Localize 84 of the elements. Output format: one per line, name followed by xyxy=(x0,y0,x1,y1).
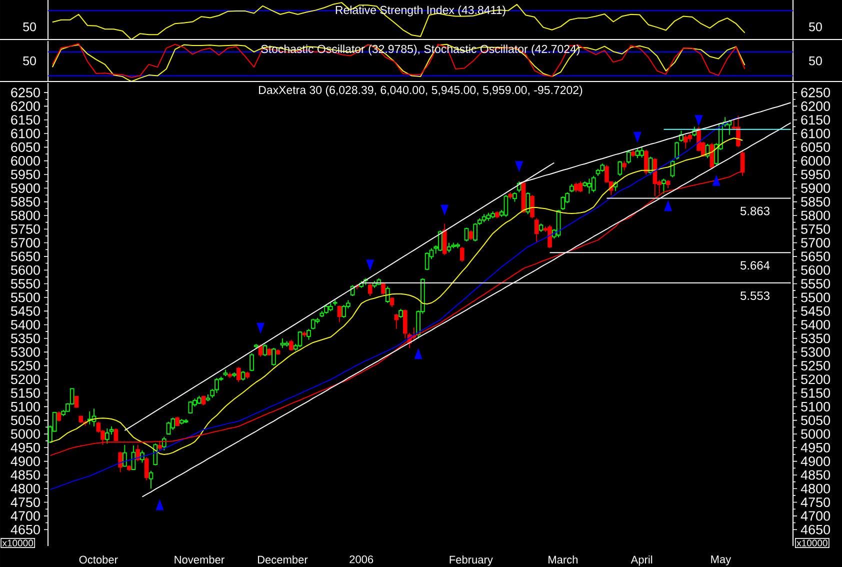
x-tick-label: February xyxy=(450,556,493,566)
y-tick-label: 4700 xyxy=(10,511,40,521)
x-tick-label: 2006 xyxy=(350,556,374,564)
y2-tick-label: 6150 xyxy=(801,115,830,125)
y2-tick-label: 4900 xyxy=(800,456,830,466)
y2-tick-label: 4800 xyxy=(800,484,830,494)
y-tick-label: 5350 xyxy=(11,334,40,344)
y2-tick-label: 5300 xyxy=(801,347,830,357)
annotation: 5.863 xyxy=(740,206,770,216)
text: x10000 xyxy=(2,540,34,546)
chart-title: DaxXetra 30 (6,028.39, 6,040.00, 5,945.00, 5,959.00, -95.7202) xyxy=(259,86,582,96)
y-tick-label: 4850 xyxy=(10,470,40,480)
y-tick-label: 6100 xyxy=(11,128,40,138)
x-tick-label: December xyxy=(258,556,308,564)
y2-tick-label: 5400 xyxy=(801,320,830,330)
y-tick-label: 5700 xyxy=(11,238,40,248)
y2-tick-label: 6000 xyxy=(801,156,830,166)
y2-tick-label: 5800 xyxy=(801,210,830,220)
y2-tick-label: 5000 xyxy=(801,429,830,439)
y2-tick-label: 5200 xyxy=(801,374,830,384)
y-tick-label: 5150 xyxy=(11,388,40,398)
y2-tick-label: 4950 xyxy=(800,442,830,452)
y2-tick-label: 5100 xyxy=(801,402,830,412)
y2-tick-label: 5700 xyxy=(801,238,830,248)
y-tick-label: 5450 xyxy=(11,306,40,316)
annotation: 5.553 xyxy=(740,291,770,300)
y2-tick-label: 6050 xyxy=(801,142,830,152)
y2-tick-label: 5500 xyxy=(801,292,830,302)
annotation: 5.664 xyxy=(740,261,770,270)
y2-tick-label: 5900 xyxy=(801,183,830,193)
y-tick-label: 6200 xyxy=(11,101,40,111)
y2-tick-label: 5750 xyxy=(801,224,830,234)
y-tick-label: 5400 xyxy=(11,320,40,330)
y2-tick-label: 5550 xyxy=(801,278,830,289)
y2-tick-label: 4700 xyxy=(800,511,830,521)
y-tick-label: 5950 xyxy=(11,170,40,180)
y2-tick-label: 5150 xyxy=(801,388,830,398)
y-tick-label: 5650 xyxy=(11,252,40,262)
y-tick-label: 4650 xyxy=(10,524,40,534)
y-tick-label: 5100 xyxy=(11,402,40,412)
y-tick-label: 4950 xyxy=(10,442,40,452)
y-tick-label: 6250 xyxy=(11,88,40,98)
y2-tick-label: 6250 xyxy=(801,88,830,98)
y-tick-label: 4900 xyxy=(10,456,40,466)
y-tick-label: 6000 xyxy=(11,156,40,166)
x-tick-label: April xyxy=(630,556,652,566)
y2-tick-label: 6100 xyxy=(801,128,830,138)
y2-tick-label: 5850 xyxy=(801,197,830,207)
y2-tick-label: 5050 xyxy=(801,416,830,426)
y-tick-label: 5800 xyxy=(11,210,40,220)
y2-tick-label: 5350 xyxy=(801,334,830,344)
y2-tick-label: 4850 xyxy=(800,470,830,480)
y2-tick-label: 5600 xyxy=(801,265,830,275)
text: 50 xyxy=(809,22,822,32)
y-tick-label: 5050 xyxy=(11,416,40,426)
y-tick-label: 6050 xyxy=(11,142,40,152)
y2-tick-label: 5650 xyxy=(801,252,830,262)
text: x10000 xyxy=(796,540,828,546)
y2-tick-label: 5250 xyxy=(801,360,830,370)
y2-tick-label: 5450 xyxy=(801,306,830,316)
y-tick-label: 5900 xyxy=(11,183,40,193)
y-tick-label: 5300 xyxy=(11,347,40,357)
y-tick-label: 5850 xyxy=(11,197,40,207)
y-tick-label: 5550 xyxy=(11,278,40,289)
y-tick-label: 4750 xyxy=(10,498,40,508)
y-tick-label: 6150 xyxy=(11,115,40,125)
text: 50 xyxy=(23,56,36,66)
y-tick-label: 5500 xyxy=(11,292,40,302)
y-tick-label: 4800 xyxy=(10,484,40,494)
y2-tick-label: 5950 xyxy=(801,170,830,180)
y-tick-label: 5250 xyxy=(11,360,40,370)
y-tick-label: 5000 xyxy=(11,429,40,439)
text: 50 xyxy=(23,22,36,32)
y-tick-label: 5200 xyxy=(11,374,40,384)
y-tick-label: 5600 xyxy=(11,265,40,275)
y-tick-label: 5750 xyxy=(11,224,40,234)
x-tick-label: November xyxy=(174,556,224,564)
y2-tick-label: 6200 xyxy=(801,101,830,111)
y2-tick-label: 4750 xyxy=(800,498,830,508)
text: 50 xyxy=(809,56,822,66)
x-tick-label: March xyxy=(548,556,578,564)
x-tick-label: October xyxy=(79,556,118,564)
y2-tick-label: 4650 xyxy=(800,524,830,534)
x-tick-label: May xyxy=(711,556,732,566)
